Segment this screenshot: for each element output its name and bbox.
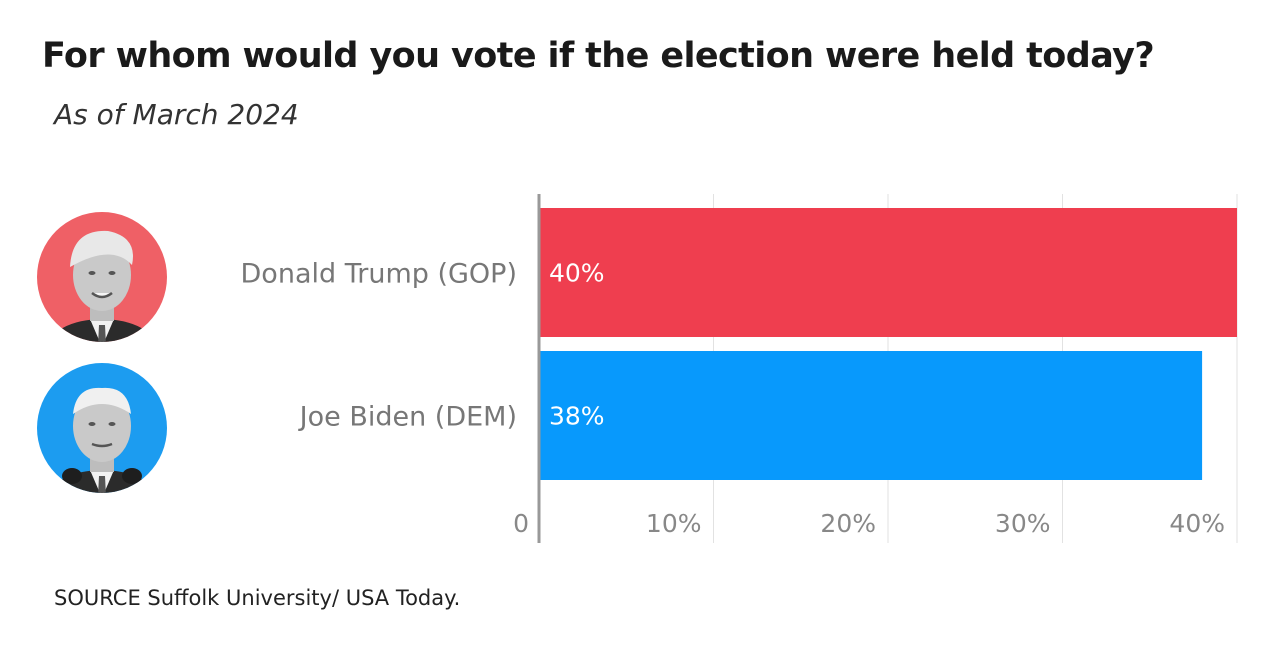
- category-label: Donald Trump (GOP): [241, 259, 517, 290]
- x-tick-label: 40%: [1169, 509, 1225, 538]
- x-tick-label: 30%: [995, 509, 1051, 538]
- data-label: 38%: [549, 402, 605, 431]
- x-tick-label: 10%: [646, 509, 702, 538]
- avatar-trump: [37, 212, 167, 342]
- chart-subtitle: As of March 2024: [54, 98, 299, 131]
- bar: [539, 208, 1237, 337]
- chart-title: For whom would you vote if the election …: [42, 36, 1155, 76]
- x-tick-label: 20%: [820, 509, 876, 538]
- source-note: SOURCE Suffolk University/ USA Today.: [54, 586, 461, 610]
- avatar-biden: [37, 363, 167, 493]
- category-label: Joe Biden (DEM): [298, 402, 517, 433]
- data-label: 40%: [549, 259, 605, 288]
- bar: [539, 351, 1203, 480]
- x-tick-label: 0: [513, 509, 529, 538]
